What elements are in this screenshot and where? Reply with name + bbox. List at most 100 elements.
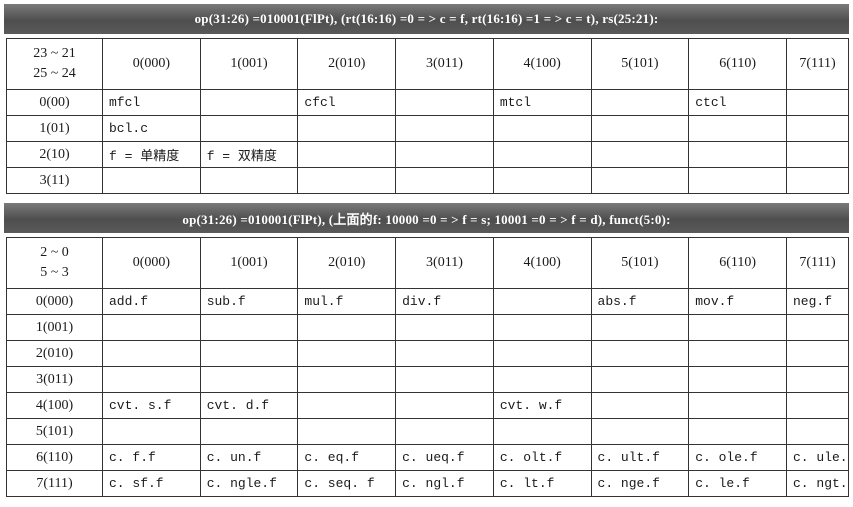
table2-corner-bottom: 5 ~ 3 (40, 265, 69, 280)
instruction-cell: c. lt.f (492, 470, 592, 497)
instruction-cell: div.f (395, 288, 494, 315)
instruction-cell (102, 167, 201, 194)
instruction-cell (199, 167, 299, 194)
instruction-cell (297, 141, 397, 168)
instruction-cell (297, 115, 397, 142)
fp-rs-opcode-table: 23 ~ 21 25 ~ 24 0(000) 1(001) 2(010) 3(0… (6, 38, 849, 194)
table-row: 2(10) f = 单精度 f = 双精度 (6, 141, 849, 168)
instruction-cell (492, 115, 592, 142)
instruction-cell: neg.f (786, 288, 849, 315)
table1-col-header: 3(011) (395, 38, 494, 90)
instruction-cell (492, 366, 592, 393)
instruction-cell (297, 366, 397, 393)
instruction-cell (786, 115, 849, 142)
table2-banner: op(31:26) =010001(FlPt), (上面的f: 10000 =0… (4, 203, 849, 233)
instruction-cell: bcl.c (102, 115, 201, 142)
instruction-cell (688, 115, 787, 142)
table2-corner-top: 2 ~ 0 (40, 245, 69, 260)
instruction-cell (688, 167, 787, 194)
instruction-cell (590, 115, 690, 142)
table1-banner-text: op(31:26) =010001(FlPt), (rt(16:16) =0 =… (194, 11, 659, 26)
table1-col-header: 6(110) (688, 38, 787, 90)
instruction-cell (199, 340, 299, 367)
instruction-cell (395, 366, 494, 393)
table-row: 6(110) c. f.f c. un.f c. eq.f c. ueq.f c. olt… (6, 444, 849, 471)
instruction-cell (199, 366, 299, 393)
instruction-cell (395, 89, 494, 116)
instruction-cell (297, 418, 397, 445)
table-row: 7(111) c. sf.f c. ngle.f c. seq. f c. ngl.f c… (6, 470, 849, 497)
instruction-cell: mfcl (102, 89, 201, 116)
instruction-cell (786, 366, 849, 393)
instruction-cell (590, 340, 690, 367)
instruction-cell (590, 141, 690, 168)
instruction-cell (492, 340, 592, 367)
instruction-cell: cvt. s.f (102, 392, 201, 419)
table2-header-row: 2 ~ 0 5 ~ 3 0(000) 1(001) 2(010) 3(011) … (6, 237, 849, 289)
instruction-cell (688, 141, 787, 168)
instruction-cell: mov.f (688, 288, 787, 315)
instruction-cell (688, 392, 787, 419)
instruction-cell: c. ueq.f (395, 444, 494, 471)
table1-col-header: 4(100) (492, 38, 592, 90)
row-label: 1(001) (6, 314, 103, 341)
table-row: 1(01) bcl.c (6, 115, 849, 142)
instruction-cell: f = 单精度 (102, 141, 201, 168)
table1-body: 0(00) mfcl cfcl mtcl ctcl 1(01) bcl.c 2(10) f = … (6, 89, 849, 194)
table2-banner-text: op(31:26) =010001(FlPt), (上面的f: 10000 =0… (182, 211, 671, 227)
instruction-cell (199, 89, 299, 116)
instruction-cell (786, 392, 849, 419)
table1-corner-bottom: 25 ~ 24 (33, 66, 76, 81)
instruction-cell: c. ngle.f (199, 470, 299, 497)
table1-col-header: 7(111) (786, 38, 849, 90)
instruction-cell (102, 340, 201, 367)
instruction-cell (786, 89, 849, 116)
table2-body: 0(000) add.f sub.f mul.f div.f abs.f mov.f neg.… (6, 288, 849, 497)
instruction-cell (492, 314, 592, 341)
instruction-cell: c. nge.f (590, 470, 690, 497)
instruction-cell: c. seq. f (297, 470, 397, 497)
instruction-cell (395, 392, 494, 419)
instruction-cell (688, 340, 787, 367)
table-row: 0(00) mfcl cfcl mtcl ctcl (6, 89, 849, 116)
table2-col-header: 2(010) (297, 237, 397, 289)
table2-col-header: 0(000) (102, 237, 201, 289)
instruction-cell: c. eq.f (297, 444, 397, 471)
instruction-cell: c. ult.f (590, 444, 690, 471)
instruction-cell: mtcl (492, 89, 592, 116)
table2-col-header: 4(100) (492, 237, 592, 289)
instruction-cell: c. ole.f (688, 444, 787, 471)
table1-header-row: 23 ~ 21 25 ~ 24 0(000) 1(001) 2(010) 3(0… (6, 38, 849, 90)
table-row: 3(11) (6, 167, 849, 194)
instruction-cell (492, 167, 592, 194)
instruction-cell (395, 141, 494, 168)
table-row: 3(011) (6, 366, 849, 393)
instruction-cell: abs.f (590, 288, 690, 315)
row-label: 0(000) (6, 288, 103, 315)
instruction-cell: f = 双精度 (199, 141, 299, 168)
instruction-cell: cvt. d.f (199, 392, 299, 419)
row-label: 2(10) (6, 141, 103, 168)
instruction-cell (786, 340, 849, 367)
instruction-cell (688, 366, 787, 393)
instruction-cell (297, 392, 397, 419)
table2-corner: 2 ~ 0 5 ~ 3 (6, 237, 103, 289)
instruction-cell: mul.f (297, 288, 397, 315)
row-label: 3(11) (6, 167, 103, 194)
instruction-cell (688, 418, 787, 445)
instruction-cell: ctcl (688, 89, 787, 116)
table-row: 2(010) (6, 340, 849, 367)
table2-col-header: 6(110) (688, 237, 787, 289)
instruction-cell (297, 314, 397, 341)
instruction-cell: sub.f (199, 288, 299, 315)
instruction-cell (786, 167, 849, 194)
instruction-cell (395, 167, 494, 194)
row-label: 7(111) (6, 470, 103, 497)
instruction-cell (590, 89, 690, 116)
table1-col-header: 2(010) (297, 38, 397, 90)
instruction-cell (199, 418, 299, 445)
instruction-cell: cfcl (297, 89, 397, 116)
instruction-cell (786, 314, 849, 341)
table1-col-header: 0(000) (102, 38, 201, 90)
row-label: 0(00) (6, 89, 103, 116)
